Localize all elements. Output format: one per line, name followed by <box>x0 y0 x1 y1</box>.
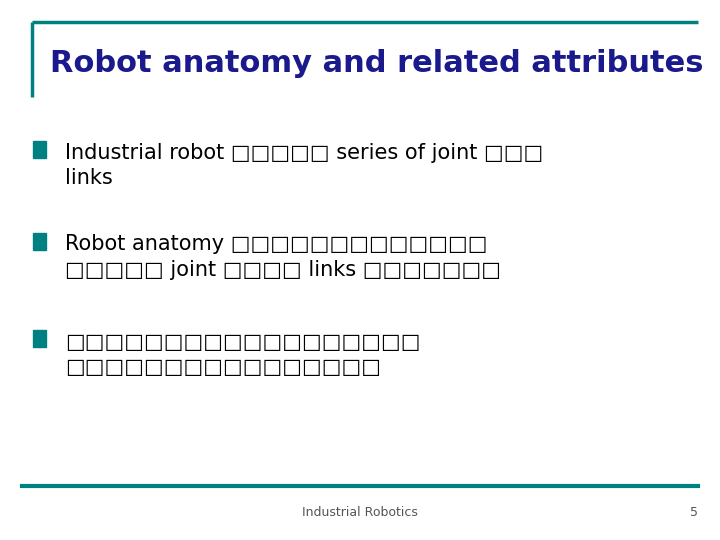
Bar <box>33 233 46 250</box>
Bar <box>33 141 46 158</box>
Text: Robot anatomy □□□□□□□□□□□□□
□□□□□ joint □□□□ links □□□□□□□: Robot anatomy □□□□□□□□□□□□□ □□□□□ joint … <box>65 234 501 280</box>
Text: 5: 5 <box>690 507 698 519</box>
Text: □□□□□□□□□□□□□□□□□□
□□□□□□□□□□□□□□□□: □□□□□□□□□□□□□□□□□□ □□□□□□□□□□□□□□□□ <box>65 332 420 377</box>
Text: Robot anatomy and related attributes: Robot anatomy and related attributes <box>50 49 704 78</box>
Text: Industrial Robotics: Industrial Robotics <box>302 507 418 519</box>
Text: Industrial robot □□□□□ series of joint □□□
links: Industrial robot □□□□□ series of joint □… <box>65 143 543 188</box>
Bar <box>33 330 46 347</box>
